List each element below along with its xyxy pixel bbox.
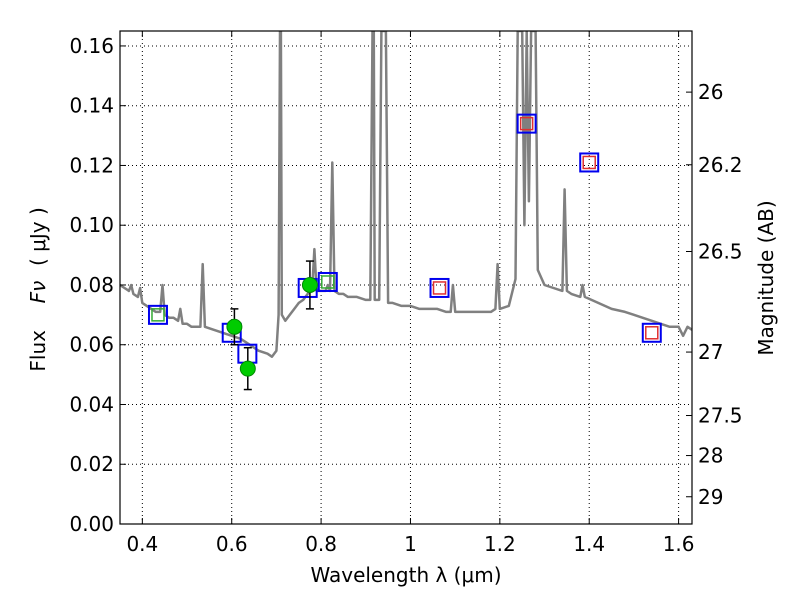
- y-tick-label: 0.02: [69, 452, 114, 476]
- right-tick-label: 26.2: [698, 153, 743, 177]
- y-tick-label: 0.10: [69, 213, 114, 237]
- observed-square: [645, 326, 659, 340]
- model-square: [516, 113, 537, 134]
- axes: 0.4 0.6 0.8 1 1.2 1.4 1.6 0.00 0.02 0.04 0.06 0.08 0…: [69, 30, 743, 556]
- x-tick-label: 1.2: [484, 532, 516, 556]
- x-tick-label: 1.6: [663, 532, 695, 556]
- right-tick-label: 28: [698, 444, 723, 468]
- plot-frame: [119, 30, 693, 525]
- y-axis-label-unit: ( μJy ): [26, 207, 50, 266]
- model-square: [147, 304, 168, 325]
- flux-point: [226, 318, 243, 335]
- observed-square: [151, 308, 165, 322]
- y-axis-label-main: Flux: [26, 330, 50, 372]
- flux-point: [301, 276, 318, 293]
- spectrum-line: [120, 31, 692, 358]
- flux-point: [239, 360, 256, 377]
- axis-labels: Wavelength λ (μm) Flux Fν ( μJy ) Magnit…: [26, 200, 778, 587]
- x-axis-label: Wavelength λ (μm): [310, 563, 501, 587]
- right-tick-label: 27: [698, 340, 723, 364]
- model-square: [429, 277, 450, 298]
- y-tick-label: 0.04: [69, 392, 114, 416]
- x-tick-label: 0.8: [305, 532, 337, 556]
- grid-lines: [120, 31, 692, 525]
- right-axis-label: Magnitude (AB): [754, 200, 778, 355]
- y-axis-label: Flux Fν ( μJy ): [26, 207, 50, 371]
- y-tick-label: 0.12: [69, 153, 114, 177]
- model-square: [317, 271, 338, 292]
- observed-square: [432, 281, 447, 295]
- observed-square: [519, 116, 534, 131]
- x-tick-label: 1.4: [573, 532, 605, 556]
- right-tick-label: 26: [698, 80, 723, 104]
- x-tick-label: 1: [404, 532, 417, 556]
- right-tick-label: 26.5: [698, 240, 743, 264]
- observed-square: [321, 275, 335, 289]
- y-tick-label: 0.00: [69, 512, 114, 536]
- y-tick-label: 0.14: [69, 94, 114, 118]
- y-tick-label: 0.08: [69, 273, 114, 297]
- observed-square: [582, 155, 596, 170]
- right-tick-label: 29: [698, 485, 723, 509]
- right-tick-label: 27.5: [698, 404, 743, 428]
- y-axis-label-symbol: Fν: [26, 281, 50, 304]
- model-square: [641, 322, 662, 343]
- model-square: [579, 152, 600, 173]
- y-tick-label: 0.16: [69, 34, 114, 58]
- x-tick-label: 0.6: [216, 532, 248, 556]
- y-tick-label: 0.06: [69, 333, 114, 357]
- x-tick-label: 0.4: [126, 532, 158, 556]
- plot-area: [120, 31, 692, 391]
